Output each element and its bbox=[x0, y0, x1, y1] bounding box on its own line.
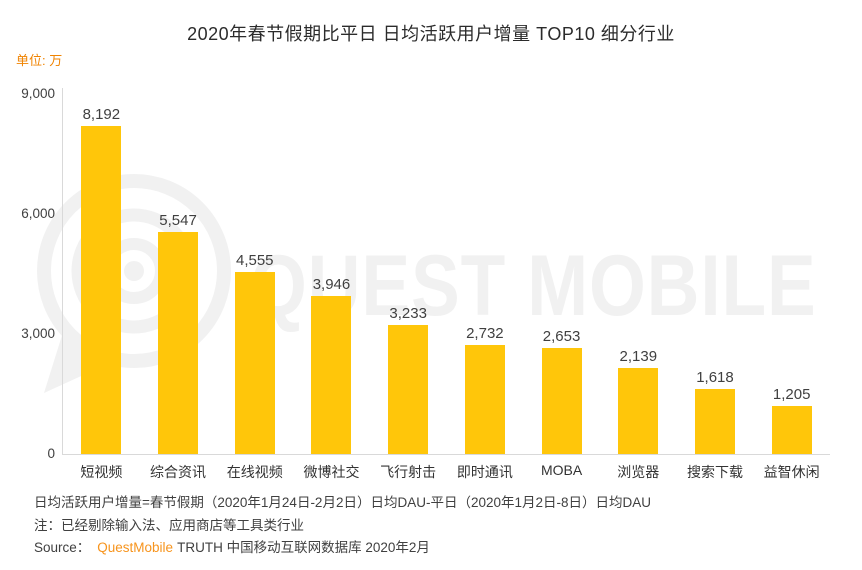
bar-综合资讯 bbox=[158, 232, 199, 454]
bar-value-label: 1,618 bbox=[696, 369, 734, 387]
bar-在线视频 bbox=[234, 271, 275, 454]
y-tick-label: 6,000 bbox=[21, 206, 55, 221]
bar-value-label: 3,946 bbox=[312, 276, 351, 294]
unit-label: 单位: 万 bbox=[16, 53, 63, 68]
x-axis-label: 飞行射击 bbox=[380, 464, 437, 480]
x-axis-baseline bbox=[62, 454, 830, 455]
questmobile-logo-watermark-icon bbox=[37, 174, 231, 393]
bar-value-label: 2,139 bbox=[619, 348, 658, 366]
bar-column: 1,618 bbox=[677, 94, 754, 454]
x-axis-label: 浏览器 bbox=[617, 464, 660, 480]
x-axis-label: 综合资讯 bbox=[150, 464, 207, 480]
y-tick-label: 0 bbox=[47, 446, 55, 461]
bar-搜索下载 bbox=[694, 389, 735, 454]
x-axis-label: 在线视频 bbox=[226, 464, 283, 480]
bar-value-label: 4,555 bbox=[235, 251, 274, 269]
bar-value-label: 1,205 bbox=[772, 385, 811, 403]
bar-即时通讯 bbox=[464, 344, 505, 454]
bar-column: 3,233 bbox=[370, 94, 447, 454]
bar-column: 3,946 bbox=[293, 94, 370, 454]
bar-飞行射击 bbox=[388, 324, 429, 454]
bar-value-label: 5,547 bbox=[159, 212, 197, 230]
y-tick-label: 9,000 bbox=[21, 86, 55, 101]
bar-value-label: 2,653 bbox=[542, 327, 581, 345]
bar-value-label: 8,192 bbox=[82, 106, 121, 124]
x-axis-label: 短视频 bbox=[80, 464, 123, 480]
bar-value-label: 2,732 bbox=[466, 324, 504, 342]
y-tick-label: 3,000 bbox=[21, 326, 55, 341]
bar-微博社交 bbox=[311, 296, 352, 454]
bar-column: 5,547 bbox=[140, 94, 217, 454]
x-axis-label: 益智休闲 bbox=[763, 464, 820, 480]
bar-浏览器 bbox=[618, 368, 659, 454]
bar-column: 8,192 bbox=[63, 94, 140, 454]
x-axis-label: 微博社交 bbox=[303, 464, 360, 480]
source-suffix: TRUTH 中国移动互联网数据库 2020年2月 bbox=[177, 540, 430, 555]
footer-notes: 日均活跃用户增量=春节假期（2020年1月24日-2月2日）日均DAU-平日（2… bbox=[34, 496, 651, 564]
bar-value-label: 3,233 bbox=[389, 304, 427, 322]
source-line: Source： QuestMobile TRUTH 中国移动互联网数据库 2020年… bbox=[34, 541, 651, 555]
source-label: Source： bbox=[34, 540, 91, 555]
exclusion-note: 注：已经剔除输入法、应用商店等工具类行业 bbox=[34, 517, 304, 533]
bar-益智休闲 bbox=[771, 405, 812, 454]
bar-column: 1,205 bbox=[753, 94, 830, 454]
x-axis-label: MOBA bbox=[540, 462, 583, 478]
bar-MOBA bbox=[541, 347, 582, 454]
bar-chart-plot-area: 8,192 5,547 4,555 3,946 3,233 2,732 2,653 2,139… bbox=[63, 94, 830, 454]
bar-column: 2,653 bbox=[523, 94, 600, 454]
bar-column: 2,732 bbox=[447, 94, 524, 454]
bar-短视频 bbox=[81, 126, 122, 454]
chart-title: 2020年春节假期比平日 日均活跃用户增量 TOP10 细分行业 bbox=[187, 24, 675, 44]
x-axis-label: 搜索下载 bbox=[686, 464, 743, 480]
source-brand: QuestMobile bbox=[97, 540, 174, 555]
bar-column: 4,555 bbox=[216, 94, 293, 454]
definition-note: 日均活跃用户增量=春节假期（2020年1月24日-2月2日）日均DAU-平日（2… bbox=[34, 495, 652, 510]
y-axis-line bbox=[62, 88, 63, 454]
bar-column: 2,139 bbox=[600, 94, 677, 454]
x-axis-labels-row: 短视频 综合资讯 在线视频 微博社交 飞行射击 即时通讯 MOBA 浏览器 搜索下载 益智休闲 bbox=[63, 462, 830, 482]
x-axis-label: 即时通讯 bbox=[456, 464, 513, 480]
